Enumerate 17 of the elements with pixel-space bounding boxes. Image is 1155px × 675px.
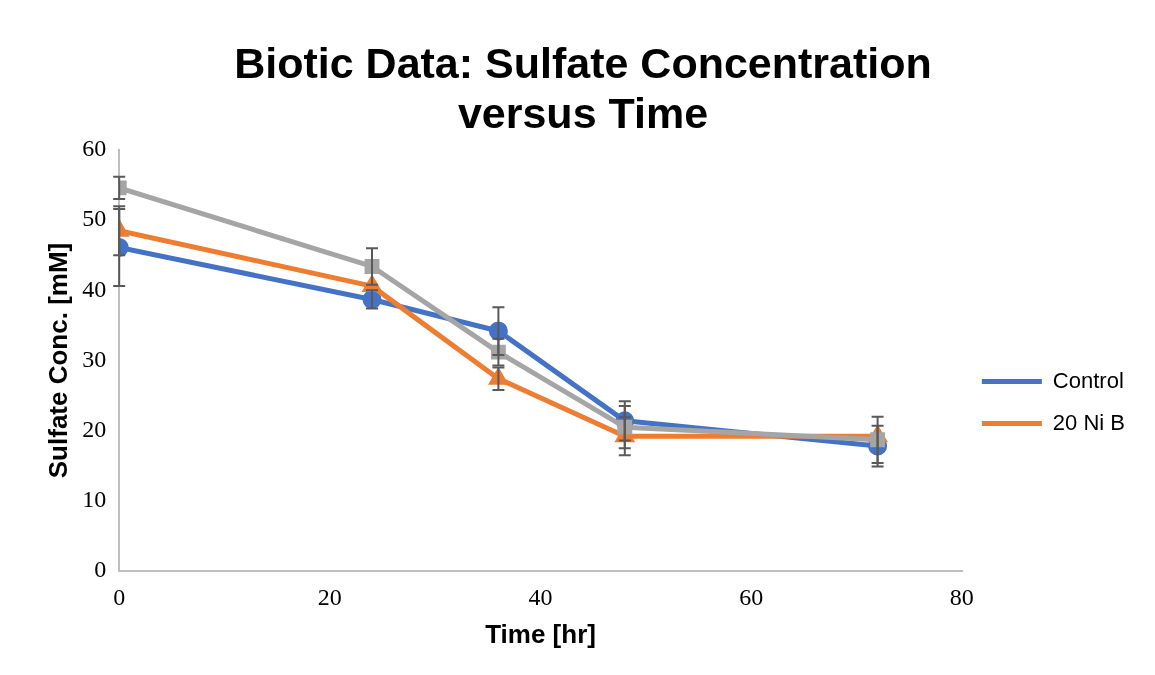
chart-title: Biotic Data: Sulfate Concentration versus Time [233,38,933,138]
y-tick-label: 30 [82,345,107,372]
x-tick-label: 80 [949,583,974,610]
y-tick-label: 20 [82,415,107,442]
x-tick-label: 20 [317,583,342,610]
y-tick-label: 50 [82,205,107,232]
legend-label: Control [1052,367,1124,393]
y-tick-label: 0 [94,556,107,583]
x-axis-title: Time [hr] [485,618,596,649]
x-tick-label: 60 [739,583,764,610]
legend-label: 20 Ni B [1052,409,1126,435]
y-tick-label: 40 [82,275,107,302]
x-tick-label: 0 [113,583,126,610]
y-tick-label: 10 [82,486,107,513]
x-tick-label: 40 [528,583,553,610]
y-axis-title: Sulfate Conc. [mM] [42,242,73,479]
y-tick-label: 60 [82,135,107,162]
